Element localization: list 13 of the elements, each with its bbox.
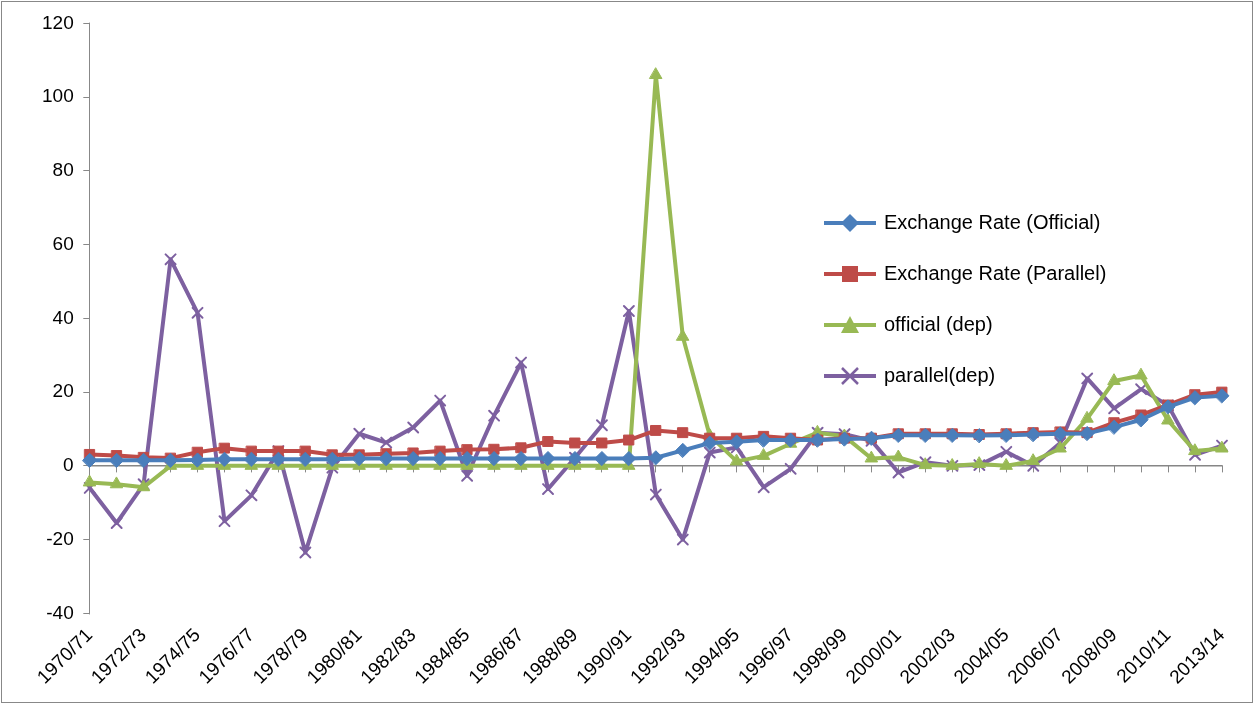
- y-tick-label: -20: [46, 527, 74, 549]
- y-tick-label: 100: [42, 85, 74, 107]
- y-tick-label: 0: [63, 454, 74, 476]
- legend-label: Exchange Rate (Official): [884, 211, 1101, 234]
- y-tick-label: 80: [52, 159, 74, 181]
- legend-label: official (dep): [884, 313, 993, 336]
- y-tick-label: 40: [52, 306, 74, 328]
- y-tick-label: 60: [52, 232, 74, 254]
- y-tick-label: 120: [42, 11, 74, 33]
- y-tick-label: 20: [52, 380, 74, 402]
- y-tick-label: -40: [46, 601, 74, 623]
- legend-label: parallel(dep): [884, 364, 996, 387]
- legend-label: Exchange Rate (Parallel): [884, 262, 1107, 285]
